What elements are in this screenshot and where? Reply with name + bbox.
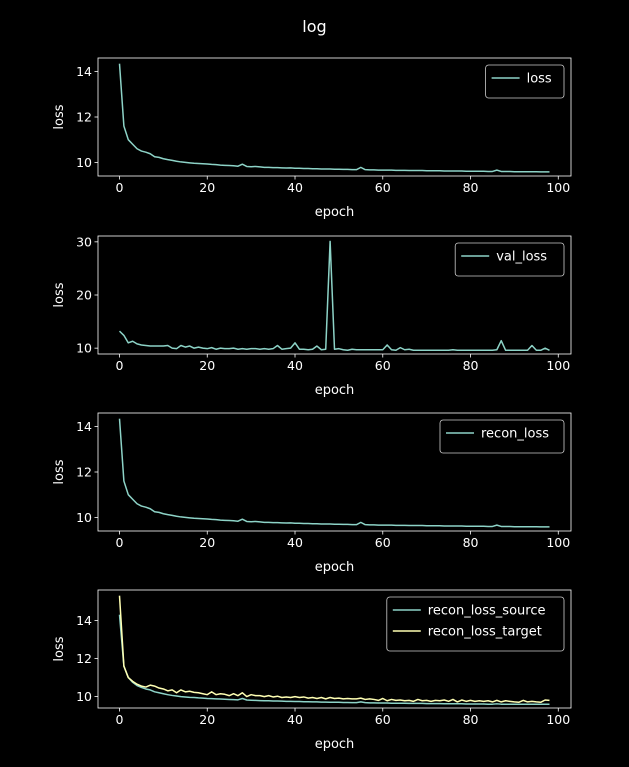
- y-tick-label: 10: [76, 341, 92, 356]
- legend-box: [454, 242, 565, 277]
- legend-box: [386, 596, 565, 652]
- legend-label: recon_loss_source: [428, 604, 546, 619]
- series-line-1: [118, 614, 550, 705]
- y-tick-label: 14: [76, 613, 92, 628]
- y-axis-label: loss: [52, 104, 67, 129]
- x-tick-label: 100: [546, 712, 570, 727]
- legend-label: loss: [527, 72, 552, 87]
- legend-box: [485, 64, 565, 99]
- y-tick-label: 12: [76, 110, 92, 125]
- x-tick-label: 60: [375, 535, 391, 550]
- legend-box: [439, 419, 565, 454]
- legend: recon_loss_source recon_loss_target: [386, 596, 565, 652]
- legend: loss: [485, 64, 565, 99]
- x-axis-label: epoch: [315, 560, 355, 575]
- series-line-1: [118, 418, 550, 528]
- x-tick-label: 20: [199, 180, 215, 195]
- x-tick-label: 0: [116, 712, 124, 727]
- y-tick-label: 14: [76, 419, 92, 434]
- x-tick-label: 60: [375, 712, 391, 727]
- x-tick-label: 80: [463, 535, 479, 550]
- x-axis-label: epoch: [315, 383, 355, 398]
- subplot-4: 0 20 40 60 80 100 10 12 14 epoch loss recon_loss_so…: [52, 589, 572, 752]
- x-tick-label: 40: [287, 535, 303, 550]
- x-tick-label: 60: [375, 358, 391, 373]
- y-tick-label: 30: [76, 234, 92, 249]
- y-axis-label: loss: [52, 282, 67, 307]
- legend-label: recon_loss: [481, 427, 549, 442]
- legend-label: val_loss: [496, 250, 547, 265]
- x-tick-label: 20: [199, 358, 215, 373]
- x-tick-label: 80: [463, 712, 479, 727]
- subplot-1: 0 20 40 60 80 100 10 12 14 epoch loss loss: [52, 57, 572, 220]
- y-axis-label: loss: [52, 459, 67, 484]
- x-tick-label: 80: [463, 180, 479, 195]
- series-line-1: [118, 240, 550, 352]
- legend: val_loss: [454, 242, 565, 277]
- x-tick-label: 80: [463, 358, 479, 373]
- x-axis-label: epoch: [315, 737, 355, 752]
- x-tick-label: 40: [287, 358, 303, 373]
- x-tick-label: 40: [287, 180, 303, 195]
- y-tick-label: 12: [76, 465, 92, 480]
- subplot-3: 0 20 40 60 80 100 10 12 14 epoch loss recon_loss: [52, 412, 572, 575]
- x-tick-label: 100: [546, 535, 570, 550]
- y-tick-label: 10: [76, 510, 92, 525]
- x-tick-label: 0: [116, 535, 124, 550]
- x-tick-label: 0: [116, 180, 124, 195]
- x-tick-label: 100: [546, 358, 570, 373]
- subplot-2: 0 20 40 60 80 100 10 20 30 epoch loss val_loss: [52, 234, 572, 398]
- legend: recon_loss: [439, 419, 565, 454]
- y-tick-label: 12: [76, 651, 92, 666]
- x-tick-label: 60: [375, 180, 391, 195]
- series-line-1: [118, 63, 550, 173]
- y-axis-label: loss: [52, 636, 67, 661]
- x-tick-label: 20: [199, 535, 215, 550]
- y-tick-label: 10: [76, 155, 92, 170]
- legend-label: recon_loss_target: [428, 625, 542, 640]
- x-axis-label: epoch: [315, 205, 355, 220]
- x-tick-label: 0: [116, 358, 124, 373]
- x-tick-label: 40: [287, 712, 303, 727]
- axes-frame: [97, 589, 572, 709]
- x-tick-label: 100: [546, 180, 570, 195]
- series-line-2: [118, 595, 550, 704]
- y-tick-label: 14: [76, 64, 92, 79]
- y-tick-label: 10: [76, 689, 92, 704]
- x-tick-label: 20: [199, 712, 215, 727]
- figure-title: log: [302, 17, 326, 36]
- y-tick-label: 20: [76, 288, 92, 303]
